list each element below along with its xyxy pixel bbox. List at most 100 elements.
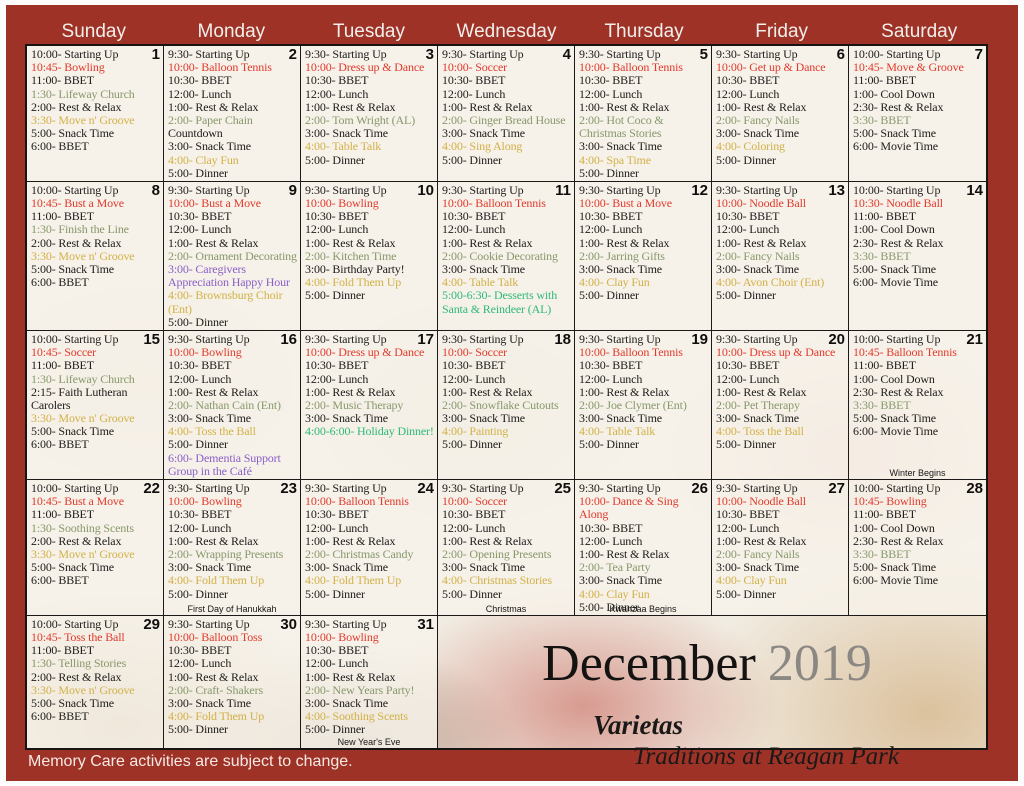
day-cell-8: 8 10:00- Starting Up 10:45- Bust a Move 11:… [27, 181, 164, 331]
event-line: 1:00- Rest & Relax [716, 384, 807, 399]
day-cell-18: 18 9:30- Starting Up 10:00- Soccer 10:30- B… [438, 330, 575, 480]
event-line: 10:45- Bowling [853, 494, 927, 509]
event-line: 10:00- Bowling [168, 345, 242, 360]
day-number: 8 [151, 181, 160, 199]
event-line: 4:00-6:00- Holiday Dinner! [305, 424, 434, 439]
day-number: 18 [554, 330, 571, 348]
event-line: 11:00- BBET [853, 358, 916, 373]
event-line: 10:45- Move & Groove [853, 60, 964, 75]
event-line: 3:00- Snack Time [716, 262, 799, 276]
day-number: 6 [836, 46, 845, 63]
event-line: 10:30- BBET [716, 507, 780, 522]
event-line: 10:45- Soccer [31, 345, 97, 360]
event-line: 5:00- Dinner [579, 165, 639, 180]
day-number: 5 [699, 46, 708, 63]
day-cell-17: 17 9:30- Starting Up 10:00- Dress up & Dan… [301, 330, 438, 480]
event-line: 12:00- Lunch [442, 520, 506, 535]
event-line: 1:30- Soothing Scents [31, 520, 134, 535]
day-cell-26: 26 9:30- Starting Up 10:00- Dance & Sing A… [575, 480, 712, 616]
event-line: 10:00- Bowling [168, 494, 242, 509]
event-line: 10:00- Dance & Sing Along [579, 494, 679, 522]
event-line: 3:00- Snack Time [305, 126, 388, 141]
weekday-label-sunday: Sunday [61, 21, 126, 42]
event-line: 10:30- BBET [442, 73, 506, 88]
event-line: 10:30- BBET [579, 520, 643, 535]
event-line: 2:00- Fancy Nails [716, 546, 800, 561]
day-number: 24 [417, 480, 434, 497]
footer-disclaimer: Memory Care activities are subject to ch… [28, 753, 353, 770]
event-line: 9:30- Starting Up [168, 331, 250, 346]
event-line: 5:00- Dinner [442, 152, 502, 167]
event-line: 1:00- Rest & Relax [305, 533, 396, 548]
day-number: 11 [555, 181, 571, 199]
event-line: 10:00- Starting Up [31, 481, 119, 495]
event-line: 1:00- Rest & Relax [305, 384, 396, 399]
day-cell-6: 6 9:30- Starting Up 10:00- Get up & Dance 1… [712, 46, 849, 182]
event-line: 5:00- Snack Time [31, 424, 114, 439]
event-line: 12:00- Lunch [442, 222, 506, 237]
event-line: 10:00- Starting Up [31, 616, 119, 631]
event-line: 12:00- Lunch [442, 86, 506, 101]
event-line: 9:30- Starting Up [716, 47, 798, 61]
event-line: 2:00- Tom Wright (AL) [305, 112, 416, 127]
event-line: 3:30- Move n' Groove [31, 682, 135, 697]
event-line: 12:00- Lunch [305, 86, 369, 101]
event-line: 12:00- Lunch [579, 86, 643, 101]
event-line: 10:00- Noodle Ball [716, 196, 806, 211]
event-line: 5:00- Dinner [305, 288, 365, 303]
event-line: 3:00- Snack Time [305, 411, 388, 426]
event-line: 3:00- Snack Time [168, 411, 251, 426]
event-line: 12:00- Lunch [442, 371, 506, 386]
day-number: 21 [966, 330, 983, 348]
event-line: 10:00- Starting Up [31, 331, 119, 346]
calendar-grid: 1 10:00- Starting Up 10:45- Bowling 11:00- … [25, 44, 988, 770]
day-number: 31 [417, 615, 434, 633]
event-line: 9:30- Starting Up [579, 331, 661, 346]
event-line: 6:00- Movie Time [853, 573, 938, 588]
event-line: 6:00- BBET [31, 709, 89, 724]
event-line: 10:00- Dress up & Dance [305, 60, 425, 75]
event-line: 2:30- Rest & Relax [853, 384, 944, 399]
event-line: 3:00- Snack Time [716, 560, 799, 575]
day-number: 3 [425, 46, 434, 63]
event-line: 12:00- Lunch [579, 222, 643, 237]
day-cell-12: 12 9:30- Starting Up 10:00- Bust a Move 10:… [575, 181, 712, 331]
event-line: 9:30- Starting Up [168, 182, 250, 197]
event-line: 10:30- BBET [716, 358, 780, 373]
event-line: 3:00- Snack Time [579, 139, 662, 154]
event-line: 10:00- Noodle Ball [716, 494, 806, 509]
event-line: 5:00- Dinner [168, 314, 228, 329]
event-line: 3:30- BBET [853, 546, 911, 561]
event-line: 3:00- Snack Time [168, 139, 251, 154]
day-cell-15: 15 10:00- Starting Up 10:45- Soccer 11:00- … [27, 330, 164, 480]
event-line: 2:00- New Years Party! [305, 682, 415, 697]
event-line: 11:00- BBET [31, 209, 94, 224]
event-line: 5:00- Dinner [579, 288, 639, 303]
event-line: 10:00- Soccer [442, 494, 508, 509]
event-line: 10:30- Noodle Ball [853, 196, 943, 211]
brand-name: Varietas [593, 709, 684, 740]
event-line: 5:00- Dinner [579, 437, 639, 452]
event-line: 5:00- Snack Time [853, 262, 936, 276]
event-line: 2:00- Nathan Cain (Ent) [168, 397, 281, 412]
event-line: 1:00- Rest & Relax [168, 533, 259, 548]
event-line: 10:00- Soccer [442, 60, 508, 75]
event-line: 5:00- Snack Time [853, 411, 936, 426]
event-line: 10:00- Bust a Move [168, 196, 261, 211]
event-line: 1:30- Telling Stories [31, 656, 127, 671]
day-number: 7 [974, 46, 983, 63]
event-line: 2:00- Paper Chain [168, 112, 253, 127]
year-title: 2019 [767, 634, 872, 692]
event-line: 1:00- Rest & Relax [442, 99, 533, 114]
event-line: 3:00- Snack Time [305, 696, 388, 710]
event-line: 5:00- Dinner [305, 586, 365, 601]
event-line: 5:00- Snack Time [31, 696, 114, 710]
event-line: 5:00- Dinner [442, 586, 502, 601]
event-line: 10:00- Starting Up [853, 182, 941, 197]
event-line: Countdown [168, 126, 223, 141]
day-number: 10 [417, 181, 434, 199]
day-cell-28: 28 10:00- Starting Up 10:45- Bowling 11:00-… [849, 480, 986, 616]
event-line: 1:00- Cool Down [853, 222, 935, 237]
event-line: 5:00- Dinner [305, 152, 365, 167]
event-line: 4:00- Spa Time [579, 152, 651, 167]
